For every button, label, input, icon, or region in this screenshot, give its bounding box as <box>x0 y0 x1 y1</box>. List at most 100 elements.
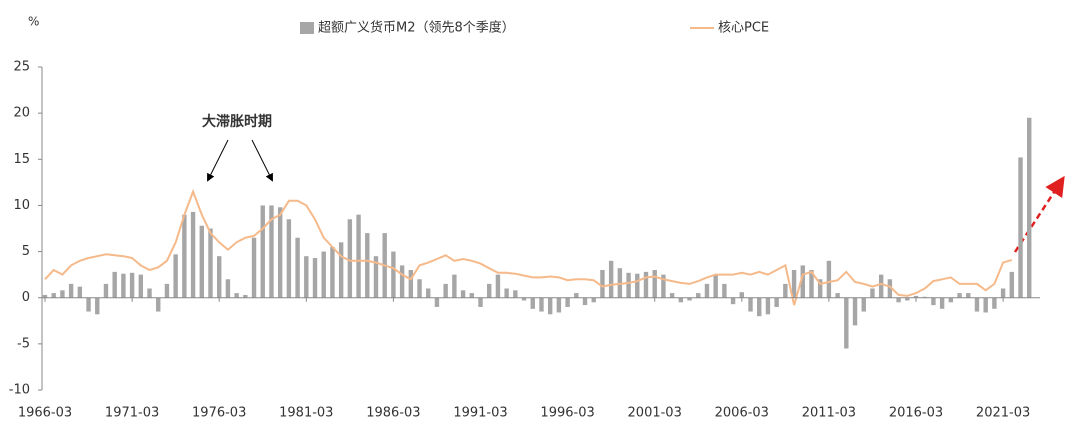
bar <box>399 265 405 298</box>
bar <box>696 293 701 298</box>
bar <box>600 270 605 298</box>
bar <box>86 297 91 312</box>
bar <box>77 286 83 298</box>
bar <box>1009 271 1015 298</box>
legend-swatch <box>300 22 314 34</box>
bar <box>661 274 666 298</box>
x-tick-label: 2011-03 <box>802 406 856 421</box>
annotation: 大滞胀时期 <box>202 113 272 130</box>
bar <box>521 297 527 301</box>
bar <box>574 293 579 298</box>
bar <box>121 273 126 298</box>
bar <box>582 297 588 306</box>
bar <box>338 242 344 298</box>
bar <box>687 297 692 301</box>
bar <box>1027 117 1032 298</box>
bar <box>321 251 326 298</box>
x-tick-label: 2021-03 <box>976 406 1030 421</box>
bar <box>896 297 901 303</box>
y-tick-label: -10 <box>9 383 30 398</box>
bar <box>417 279 422 298</box>
bar <box>60 290 65 298</box>
x-tick-label: 1986-03 <box>366 406 420 421</box>
bar <box>800 265 805 298</box>
trend-arrow <box>1013 175 1065 253</box>
bar <box>643 271 649 298</box>
bar <box>208 228 213 298</box>
bar <box>844 297 849 349</box>
bar <box>269 205 274 298</box>
bar <box>939 297 945 309</box>
bar <box>704 283 710 298</box>
bar <box>260 205 265 298</box>
bar <box>156 297 161 312</box>
x-tick-label: 2016-03 <box>889 406 943 421</box>
line <box>44 188 1013 306</box>
bar <box>286 219 292 298</box>
bar <box>347 219 353 298</box>
bar <box>504 288 509 298</box>
bar <box>748 297 753 312</box>
bar <box>408 270 414 298</box>
bar <box>434 297 440 307</box>
bar <box>530 297 535 309</box>
x-tick-label: 1991-03 <box>453 406 507 421</box>
bar <box>635 273 640 298</box>
bar <box>190 211 196 298</box>
bar <box>243 294 248 298</box>
bar <box>957 293 962 298</box>
bar <box>887 279 893 298</box>
bar <box>51 293 56 298</box>
bar <box>905 297 910 301</box>
bar <box>757 297 762 317</box>
bar <box>713 274 718 298</box>
bar <box>765 297 771 315</box>
bar <box>809 270 814 298</box>
x-tick-label: 1971-03 <box>105 406 159 421</box>
bar <box>68 283 74 298</box>
bar <box>870 288 875 298</box>
bar <box>251 237 257 298</box>
bar <box>469 293 474 298</box>
bar <box>112 271 117 298</box>
bar <box>138 274 144 298</box>
bar <box>652 270 657 298</box>
bar <box>103 283 109 298</box>
bar <box>678 297 684 303</box>
bar <box>452 274 457 298</box>
bar <box>426 288 431 298</box>
annotation-arrow <box>251 139 273 182</box>
bar <box>591 297 596 303</box>
bar <box>365 233 370 298</box>
bar <box>626 272 631 298</box>
bar <box>547 297 553 315</box>
bar <box>304 256 309 298</box>
y-tick-label: 20 <box>13 106 30 121</box>
bar <box>277 207 283 298</box>
bar <box>835 293 840 298</box>
bar <box>460 290 466 298</box>
bar <box>1000 288 1006 298</box>
bar <box>948 297 954 303</box>
bar <box>495 274 501 298</box>
bar <box>478 297 483 307</box>
y-tick-label: 25 <box>13 60 30 75</box>
bar <box>487 283 492 298</box>
x-tick-label: 2006-03 <box>715 406 769 421</box>
bar <box>234 293 239 298</box>
bar <box>817 279 823 298</box>
x-tick-label: 1966-03 <box>18 406 72 421</box>
bar <box>295 237 300 298</box>
bar <box>1018 157 1023 298</box>
bar <box>199 225 204 298</box>
bar <box>164 283 170 298</box>
bar <box>173 254 178 298</box>
bar <box>95 297 100 315</box>
bar <box>608 260 614 298</box>
bar <box>730 297 736 305</box>
legend-label: 核心PCE <box>718 21 769 36</box>
annotation-arrow <box>207 139 229 182</box>
bar <box>182 214 187 298</box>
legend-label: 超额广义货币M2（领先8个季度） <box>318 20 515 36</box>
y-tick-label: 10 <box>13 198 30 213</box>
